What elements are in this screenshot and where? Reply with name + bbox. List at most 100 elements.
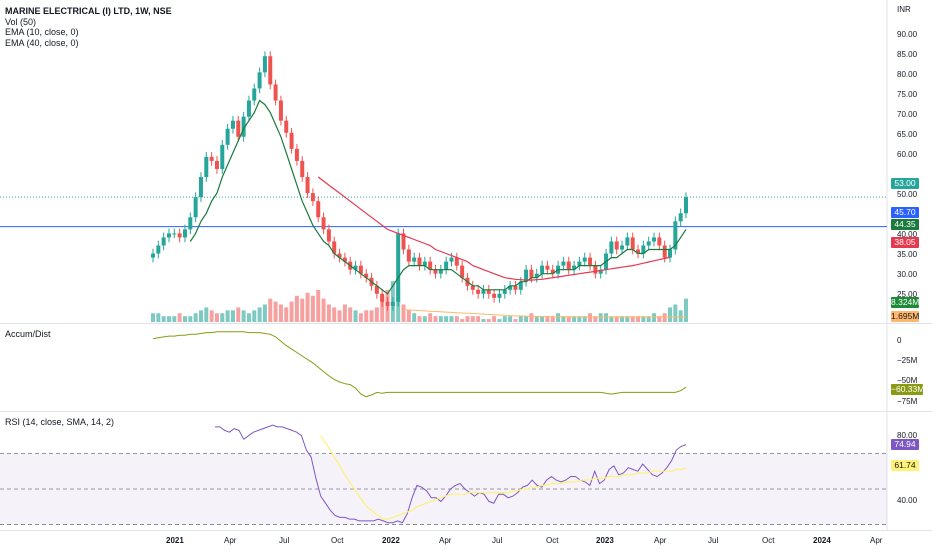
volume-bar — [198, 310, 203, 322]
price-tick: 85.00 — [897, 50, 918, 59]
candle-body — [161, 237, 166, 246]
volume-bar — [305, 292, 310, 322]
candle-body — [614, 241, 619, 250]
volume-bar — [476, 316, 481, 322]
volume-bar — [177, 313, 182, 322]
candle-body — [310, 193, 315, 202]
ema10-line — [189, 99, 687, 295]
candle-body — [625, 237, 630, 246]
candle-body — [188, 217, 193, 230]
candle-body — [257, 72, 262, 89]
volume-bar — [151, 313, 155, 322]
volume-bar — [518, 316, 523, 322]
candle-body — [337, 253, 342, 258]
volume-bar — [412, 313, 417, 322]
volume-bar — [577, 316, 582, 322]
volume-bar — [278, 304, 283, 322]
volume-label: 8.324M — [891, 297, 920, 308]
candle-body — [166, 233, 171, 238]
candle-body — [678, 213, 683, 222]
candle-body — [177, 233, 182, 238]
candle-body — [486, 289, 491, 294]
candle-body — [332, 241, 337, 254]
candle-body — [572, 265, 577, 270]
volume-bar — [641, 316, 646, 322]
volume-bar — [529, 313, 534, 322]
candle-body — [342, 257, 347, 262]
price-tick: 25.00 — [897, 290, 918, 299]
candle-body — [454, 257, 459, 266]
price-tick: 30.00 — [897, 270, 918, 279]
volume-bar — [236, 307, 241, 322]
candle-body — [518, 281, 523, 290]
candle-body — [151, 253, 155, 258]
candle-body — [172, 233, 177, 235]
volume-bar — [449, 316, 454, 322]
candle-body — [156, 245, 161, 254]
volume-bar — [214, 313, 219, 322]
candle-body — [492, 293, 497, 298]
x-tick: 2021 — [166, 536, 184, 545]
volume-bar — [230, 310, 235, 322]
volume-bar — [246, 313, 251, 322]
volume-bar — [193, 313, 198, 322]
price-tick: 70.00 — [897, 110, 918, 119]
candle-body — [198, 177, 203, 198]
volume-bar — [598, 313, 603, 322]
price-tick: 80.00 — [897, 70, 918, 79]
candle-body — [294, 148, 299, 161]
volume-bar — [225, 310, 230, 322]
volume-bar — [673, 304, 678, 322]
rsi-legend: RSI (14, close, SMA, 14, 2) — [5, 417, 114, 428]
volume-bar — [316, 289, 321, 322]
volume-bar — [156, 313, 161, 322]
ad-tick: 0 — [897, 336, 902, 345]
candle-body — [209, 156, 214, 161]
volume-bar — [337, 310, 342, 322]
x-tick: Oct — [331, 536, 344, 545]
candle-body — [214, 160, 219, 169]
price-tick: 40.00 — [897, 230, 918, 239]
x-tick: Apr — [654, 536, 667, 545]
candle-body — [513, 285, 518, 290]
ad-tick: −75M — [897, 397, 918, 406]
candle-body — [620, 245, 625, 250]
candle-body — [550, 269, 555, 274]
volume-bar — [513, 319, 518, 322]
volume-bar — [646, 316, 651, 322]
volume-bar — [406, 310, 411, 322]
candle-body — [652, 237, 657, 242]
volume-bar — [630, 316, 635, 322]
candle-body — [193, 197, 198, 218]
candle-body — [321, 217, 326, 230]
candle-body — [246, 100, 251, 117]
volume-bar — [380, 295, 385, 322]
volume-bar — [684, 298, 688, 322]
candle-body — [289, 132, 294, 149]
volume-bar — [609, 316, 614, 322]
volume-bar — [289, 301, 294, 322]
volume-bar — [342, 304, 347, 322]
candle-body — [662, 245, 667, 258]
candle-body — [316, 201, 321, 218]
candle-body — [577, 261, 582, 266]
ema40-line — [317, 176, 671, 281]
x-tick: Oct — [546, 536, 559, 545]
x-tick: Apr — [224, 536, 237, 545]
volume-bar — [561, 316, 566, 322]
x-tick: Apr — [439, 536, 452, 545]
volume-bar — [273, 301, 278, 322]
volume-bar — [497, 319, 502, 322]
volume-bar — [209, 310, 214, 322]
x-tick: Apr — [870, 536, 883, 545]
volume-bar — [662, 313, 667, 322]
volume-bar — [401, 304, 406, 322]
candle-body — [529, 269, 534, 278]
price-tick: 65.00 — [897, 130, 918, 139]
candle-body — [657, 237, 662, 246]
candle-body — [401, 233, 406, 250]
chart-title: MARINE ELECTRICAL (I) LTD, 1W, NSE — [5, 6, 172, 16]
candle-body — [225, 128, 230, 145]
candle-body — [326, 229, 331, 242]
